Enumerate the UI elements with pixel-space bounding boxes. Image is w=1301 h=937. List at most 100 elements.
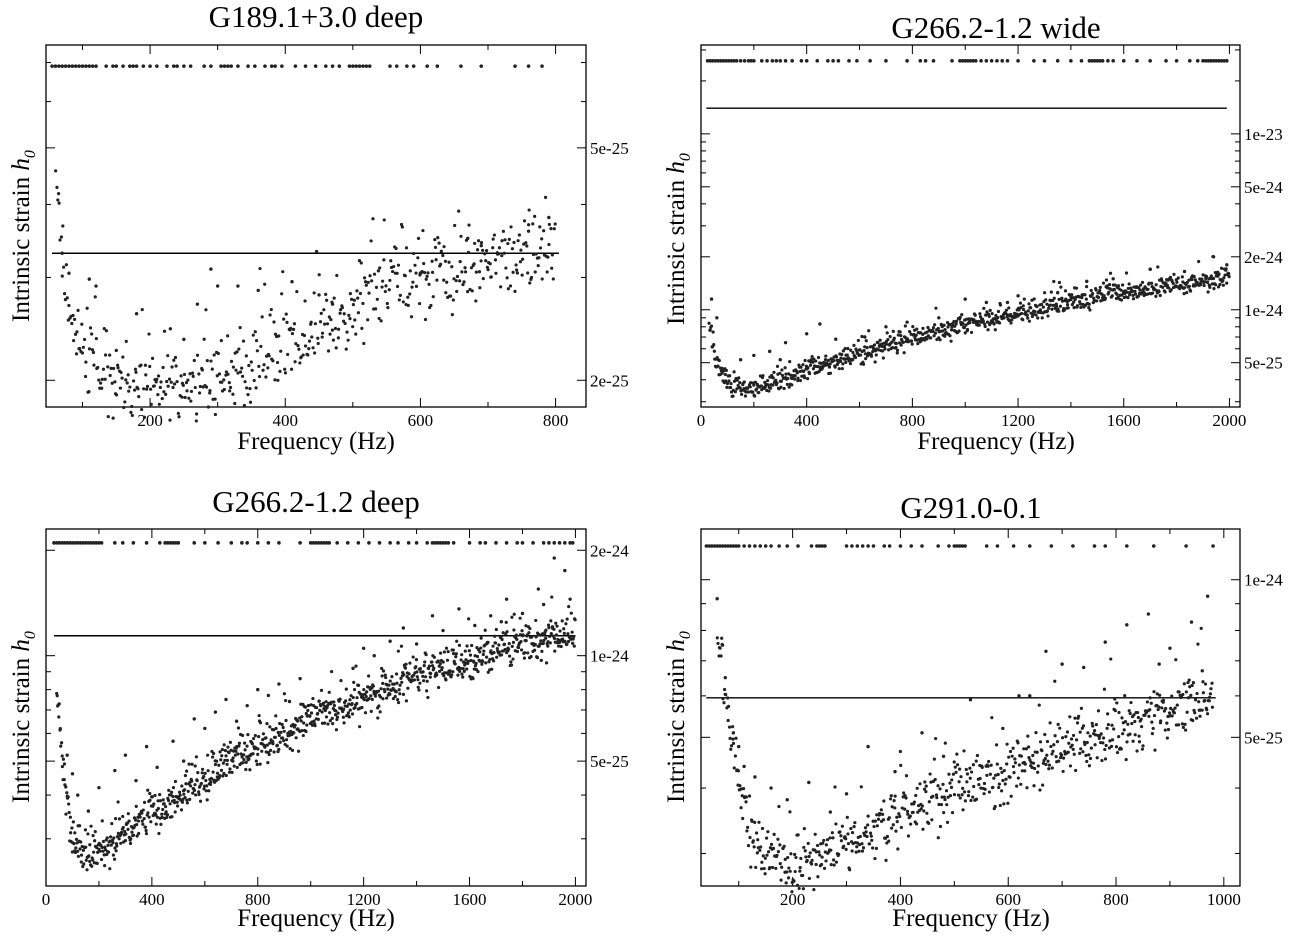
data-point: [991, 785, 995, 789]
data-point: [455, 274, 460, 279]
data-point: [492, 233, 496, 237]
data-point: [418, 666, 422, 671]
data-point: [243, 748, 247, 752]
vetoed-band-point: [1209, 59, 1213, 63]
data-point: [403, 274, 407, 278]
data-point: [290, 331, 295, 336]
data-point: [958, 796, 962, 800]
data-point: [289, 326, 293, 331]
data-point: [433, 237, 437, 242]
data-point: [161, 807, 165, 812]
data-point: [1126, 296, 1130, 300]
data-point: [952, 793, 957, 797]
data-point: [437, 669, 442, 673]
data-point: [317, 273, 321, 277]
data-point: [551, 277, 555, 281]
data-point: [549, 227, 553, 231]
data-point: [1191, 681, 1196, 685]
data-point: [797, 886, 801, 891]
data-point: [1113, 708, 1117, 713]
data-point: [1009, 794, 1013, 798]
data-point: [224, 773, 228, 778]
data-point: [197, 792, 201, 797]
data-point: [258, 762, 262, 766]
data-point: [570, 630, 574, 634]
data-point: [1167, 711, 1172, 715]
data-point: [271, 742, 275, 746]
vetoed-band-point: [1042, 59, 1047, 63]
outlier-point: [181, 759, 186, 763]
data-point: [284, 312, 288, 316]
data-point: [338, 311, 342, 315]
vetoed-band-point: [165, 541, 170, 545]
data-point: [896, 333, 900, 337]
data-point: [550, 595, 554, 599]
data-point: [1064, 297, 1068, 301]
vetoed-band-point: [777, 544, 781, 548]
data-point: [119, 370, 123, 375]
vetoed-band-point: [882, 544, 887, 548]
data-point: [183, 788, 187, 792]
data-point: [978, 315, 983, 319]
data-point: [57, 702, 61, 706]
outlier-point: [256, 687, 260, 692]
data-point: [188, 784, 193, 788]
data-point: [1004, 777, 1008, 781]
vetoed-band-point: [1069, 59, 1073, 63]
data-point: [1074, 738, 1079, 742]
data-point: [411, 280, 415, 284]
vetoed-band-point: [494, 541, 498, 545]
data-point: [494, 271, 498, 275]
data-point: [324, 715, 329, 719]
data-point: [935, 796, 939, 800]
data-point: [59, 744, 63, 748]
data-point: [421, 228, 425, 233]
data-point: [421, 674, 425, 678]
data-point: [805, 858, 809, 863]
data-point: [140, 811, 144, 815]
data-point: [1103, 757, 1108, 761]
data-point: [367, 674, 371, 678]
data-point: [1038, 740, 1043, 744]
outlier-point: [1001, 726, 1005, 731]
data-point: [1107, 290, 1111, 294]
data-point: [942, 811, 946, 815]
data-point: [390, 675, 394, 679]
data-point: [241, 339, 246, 343]
data-point: [93, 839, 97, 843]
data-point: [416, 685, 420, 689]
data-point: [492, 650, 496, 655]
data-point: [717, 358, 721, 363]
vetoed-band-point: [173, 541, 178, 545]
outlier-point: [1085, 279, 1089, 284]
data-point: [313, 724, 317, 728]
vetoed-band-point: [414, 541, 419, 545]
data-point: [1183, 728, 1188, 732]
data-point: [1021, 307, 1026, 312]
data-point: [394, 690, 398, 694]
data-point: [401, 692, 406, 697]
data-point: [1018, 301, 1023, 305]
data-point: [801, 887, 805, 891]
data-point: [1145, 700, 1150, 704]
data-point: [396, 700, 401, 705]
data-point: [738, 784, 742, 788]
data-point: [985, 310, 989, 314]
data-point: [811, 367, 815, 371]
vetoed-band-point: [483, 541, 488, 545]
data-point: [756, 838, 760, 842]
data-point: [1135, 749, 1139, 753]
vetoed-band-point: [973, 59, 978, 63]
vetoed-band-point: [293, 64, 298, 68]
data-point: [422, 679, 426, 683]
data-point: [182, 792, 186, 796]
outlier-point: [60, 251, 64, 255]
data-point: [1066, 306, 1070, 310]
data-point: [746, 825, 750, 829]
data-point: [495, 655, 499, 659]
data-point: [982, 781, 987, 786]
data-point: [261, 368, 265, 372]
data-point: [1203, 280, 1207, 284]
data-point: [517, 233, 521, 237]
data-point: [778, 862, 782, 866]
